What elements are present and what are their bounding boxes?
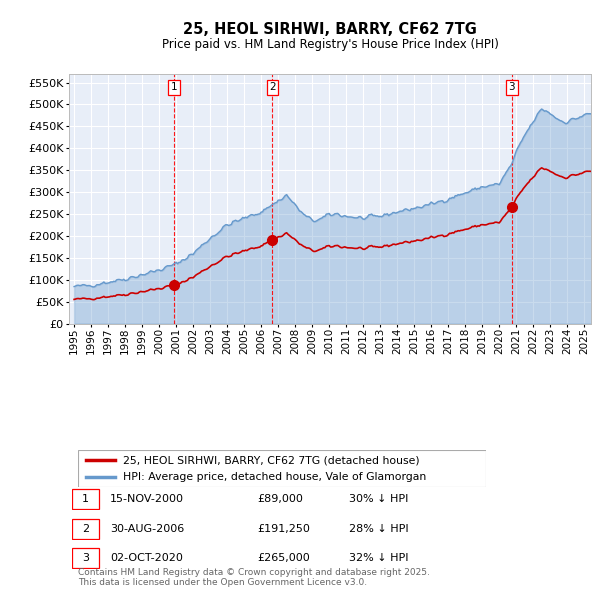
Text: £265,000: £265,000 bbox=[257, 553, 310, 563]
Text: 15-NOV-2000: 15-NOV-2000 bbox=[110, 494, 184, 504]
Text: 3: 3 bbox=[82, 553, 89, 563]
Text: 30-AUG-2006: 30-AUG-2006 bbox=[110, 524, 184, 533]
Text: 02-OCT-2020: 02-OCT-2020 bbox=[110, 553, 182, 563]
Text: 1: 1 bbox=[82, 494, 89, 504]
Text: 30% ↓ HPI: 30% ↓ HPI bbox=[349, 494, 409, 504]
FancyBboxPatch shape bbox=[78, 450, 486, 487]
Text: 25, HEOL SIRHWI, BARRY, CF62 7TG (detached house): 25, HEOL SIRHWI, BARRY, CF62 7TG (detach… bbox=[123, 455, 419, 465]
Text: Price paid vs. HM Land Registry's House Price Index (HPI): Price paid vs. HM Land Registry's House … bbox=[161, 38, 499, 51]
Text: 2: 2 bbox=[82, 524, 89, 533]
Text: £191,250: £191,250 bbox=[257, 524, 310, 533]
Text: £89,000: £89,000 bbox=[257, 494, 302, 504]
Text: 28% ↓ HPI: 28% ↓ HPI bbox=[349, 524, 409, 533]
FancyBboxPatch shape bbox=[72, 490, 100, 509]
FancyBboxPatch shape bbox=[72, 519, 100, 539]
Text: 32% ↓ HPI: 32% ↓ HPI bbox=[349, 553, 409, 563]
Text: 1: 1 bbox=[170, 83, 178, 93]
FancyBboxPatch shape bbox=[72, 549, 100, 568]
Text: 3: 3 bbox=[509, 83, 515, 93]
Text: 25, HEOL SIRHWI, BARRY, CF62 7TG: 25, HEOL SIRHWI, BARRY, CF62 7TG bbox=[183, 22, 477, 37]
Text: 2: 2 bbox=[269, 83, 276, 93]
Text: HPI: Average price, detached house, Vale of Glamorgan: HPI: Average price, detached house, Vale… bbox=[123, 472, 426, 482]
Text: Contains HM Land Registry data © Crown copyright and database right 2025.
This d: Contains HM Land Registry data © Crown c… bbox=[78, 568, 430, 587]
